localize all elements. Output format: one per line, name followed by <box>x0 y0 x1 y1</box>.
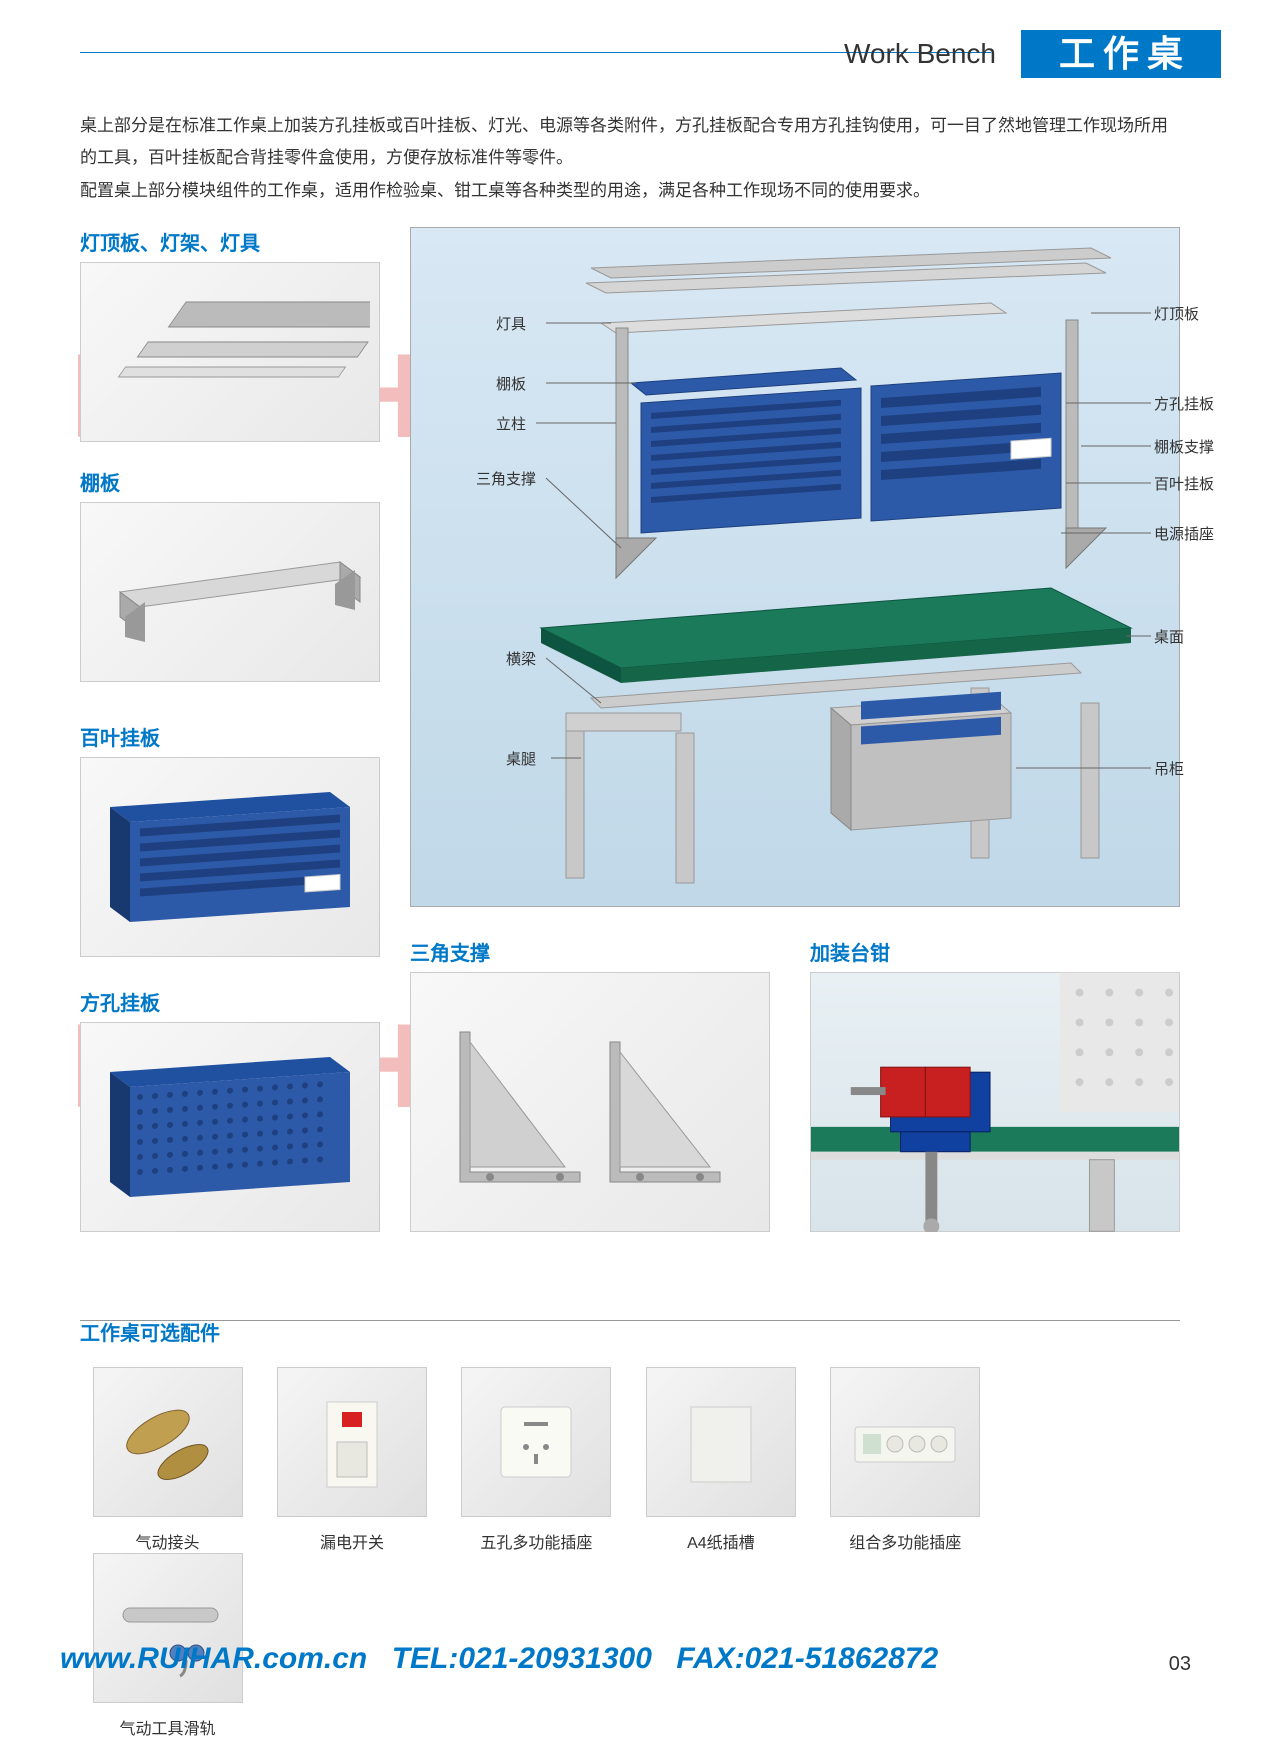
accessory-item-2: 五孔多功能插座 <box>449 1367 624 1553</box>
page-header: Work Bench 工作桌 <box>80 30 1221 80</box>
lbl-outlet: 电源插座 <box>1154 523 1214 544</box>
lbl-lightboard: 灯顶板 <box>1154 303 1199 324</box>
section-light-top: 灯顶板、灯架、灯具 <box>80 227 260 256</box>
accessory-img-breaker <box>277 1367 427 1517</box>
footer-tel: TEL:021-20931300 <box>392 1642 652 1676</box>
accessory-img-socket5 <box>461 1367 611 1517</box>
accessory-label-0: 气动接头 <box>80 1529 255 1553</box>
accessory-item-4: 组合多功能插座 <box>818 1367 993 1553</box>
accessory-img-rail <box>93 1553 243 1703</box>
footer-fax: FAX:021-51862872 <box>676 1642 938 1676</box>
catalog-page: Work Bench 工作桌 桌上部分是在标准工作桌上加装方孔挂板或百叶挂板、灯… <box>0 0 1261 1698</box>
content-area: RUIHAR RUIHAR 灯顶板、灯架、灯具 棚板 百叶挂板 <box>80 217 1221 1637</box>
accessories-rule <box>80 1320 1180 1321</box>
section-peghole: 方孔挂板 <box>80 987 160 1016</box>
section-vise: 加装台钳 <box>810 937 890 966</box>
accessory-label-4: 组合多功能插座 <box>818 1529 993 1553</box>
lbl-bracket: 三角支撑 <box>476 468 536 489</box>
accessory-label-2: 五孔多功能插座 <box>449 1529 624 1553</box>
section-louver: 百叶挂板 <box>80 722 160 751</box>
lbl-louverboard: 百叶挂板 <box>1154 473 1214 494</box>
lbl-cabinet: 吊柜 <box>1154 758 1184 779</box>
lbl-tabletop: 桌面 <box>1154 626 1184 647</box>
lbl-light: 灯具 <box>496 313 526 334</box>
footer-url: www.RUIHAR.com.cn <box>60 1642 367 1676</box>
accessory-item-1: 漏电开关 <box>264 1367 439 1553</box>
accessory-img-multisocket <box>830 1367 980 1517</box>
lbl-column: 立柱 <box>496 413 526 434</box>
img-shelf <box>80 502 380 682</box>
lbl-beam: 横梁 <box>506 648 536 669</box>
lbl-pegboard: 方孔挂板 <box>1154 393 1214 414</box>
accessory-item-0: 气动接头 <box>80 1367 255 1553</box>
img-vise <box>810 972 1180 1232</box>
img-peghole <box>80 1022 380 1232</box>
lbl-shelf: 棚板 <box>496 373 526 394</box>
intro-paragraph: 桌上部分是在标准工作桌上加装方孔挂板或百叶挂板、灯光、电源等各类附件，方孔挂板配… <box>80 110 1180 207</box>
accessory-item-3: A4纸插槽 <box>633 1367 808 1553</box>
section-bracket: 三角支撑 <box>410 937 490 966</box>
page-footer: www.RUIHAR.com.cn TEL:021-20931300 FAX:0… <box>60 1642 1221 1676</box>
accessory-label-5: 气动工具滑轨 <box>80 1715 255 1739</box>
page-number: 03 <box>1169 1653 1191 1676</box>
lbl-leg: 桌腿 <box>506 748 536 769</box>
img-louver <box>80 757 380 957</box>
img-bracket <box>410 972 770 1232</box>
accessory-label-1: 漏电开关 <box>264 1529 439 1553</box>
section-accessories: 工作桌可选配件 <box>80 1317 220 1346</box>
section-shelf: 棚板 <box>80 467 120 496</box>
img-light-top <box>80 262 380 442</box>
accessory-label-3: A4纸插槽 <box>633 1529 808 1553</box>
header-title-en: Work Bench <box>844 38 996 70</box>
exploded-diagram: 灯具 棚板 立柱 三角支撑 横梁 桌腿 灯顶板 方孔挂板 棚板支撑 百叶挂板 电… <box>410 227 1180 907</box>
lbl-shelfbracket: 棚板支撑 <box>1154 436 1214 457</box>
header-title-cn: 工作桌 <box>1021 30 1221 78</box>
accessory-img-pneumatic <box>93 1367 243 1517</box>
accessory-row: 气动接头 漏电开关 五孔多功能插座 A4纸插槽 组合多功能插座 气动工具滑轨 <box>80 1367 1180 1739</box>
accessory-img-a4slot <box>646 1367 796 1517</box>
